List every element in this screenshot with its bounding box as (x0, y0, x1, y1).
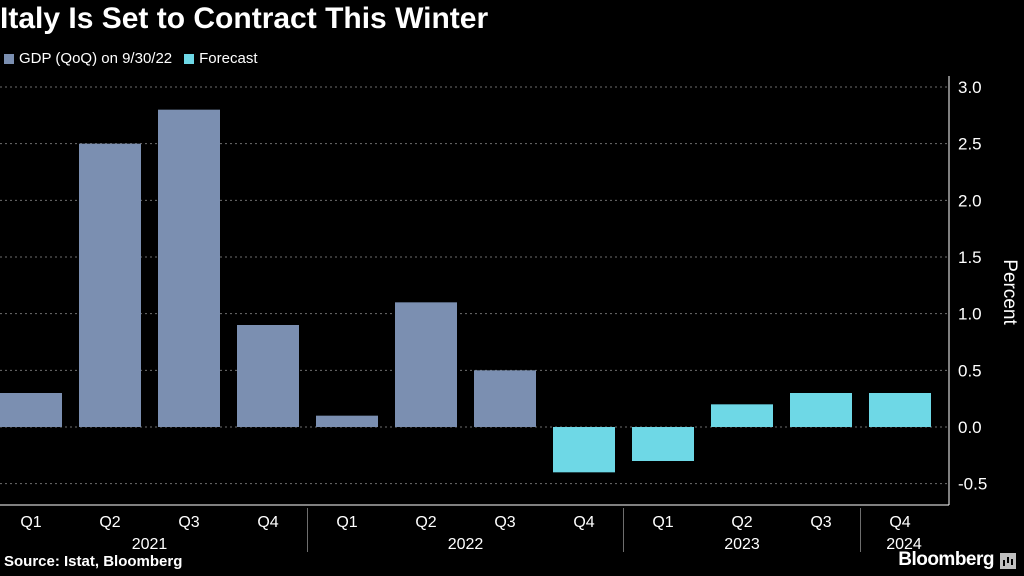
bar-gdp (474, 370, 536, 427)
year-label: 2021 (132, 536, 168, 553)
bar-gdp (237, 325, 299, 427)
y-tick-label: 2.5 (958, 135, 982, 154)
bar-forecast (632, 427, 694, 461)
x-tick-label: Q2 (731, 514, 752, 531)
x-tick-label: Q3 (810, 514, 831, 531)
y-tick-label: 0.5 (958, 361, 982, 380)
year-label: 2024 (886, 536, 922, 553)
bar-gdp (0, 393, 62, 427)
chart-title: Italy Is Set to Contract This Winter (0, 2, 489, 35)
bar-gdp (79, 143, 141, 427)
year-label: 2022 (448, 536, 484, 553)
source-note: Source: Istat, Bloomberg (4, 553, 183, 570)
year-label: 2023 (724, 536, 760, 553)
bar-gdp (395, 302, 457, 427)
y-tick-label: 1.0 (958, 305, 982, 324)
x-tick-label: Q1 (20, 514, 41, 531)
brand-logo: Bloomberg (898, 549, 994, 570)
x-tick-label: Q2 (415, 514, 436, 531)
legend-label-forecast: Forecast (199, 50, 258, 67)
x-tick-label: Q1 (652, 514, 673, 531)
x-tick-label: Q4 (889, 514, 910, 531)
x-tick-label: Q4 (257, 514, 278, 531)
y-tick-label: -0.5 (958, 475, 987, 494)
bloomberg-chart-icon (1000, 553, 1016, 569)
chart-legend: GDP (QoQ) on 9/30/22 Forecast (4, 50, 270, 67)
x-tick-label: Q1 (336, 514, 357, 531)
legend-item-gdp: GDP (QoQ) on 9/30/22 (4, 50, 172, 67)
x-tick-label: Q4 (573, 514, 594, 531)
y-tick-label: 3.0 (958, 78, 982, 97)
y-tick-label: 2.0 (958, 191, 982, 210)
legend-label-gdp: GDP (QoQ) on 9/30/22 (19, 50, 173, 67)
x-tick-label: Q3 (178, 514, 199, 531)
bar-gdp (158, 109, 220, 428)
legend-swatch-gdp (4, 53, 14, 64)
y-axis-label: Percent (999, 259, 1020, 325)
x-tick-label: Q3 (494, 514, 515, 531)
bar-forecast (711, 404, 773, 427)
legend-item-forecast: Forecast (184, 50, 258, 67)
x-tick-label: Q2 (99, 514, 120, 531)
bar-forecast (553, 427, 615, 473)
y-tick-label: 0.0 (958, 418, 982, 437)
bar-gdp (316, 415, 378, 427)
legend-swatch-forecast (184, 53, 195, 64)
y-tick-label: 1.5 (958, 248, 982, 267)
bar-forecast (869, 393, 931, 427)
bar-forecast (790, 393, 852, 427)
